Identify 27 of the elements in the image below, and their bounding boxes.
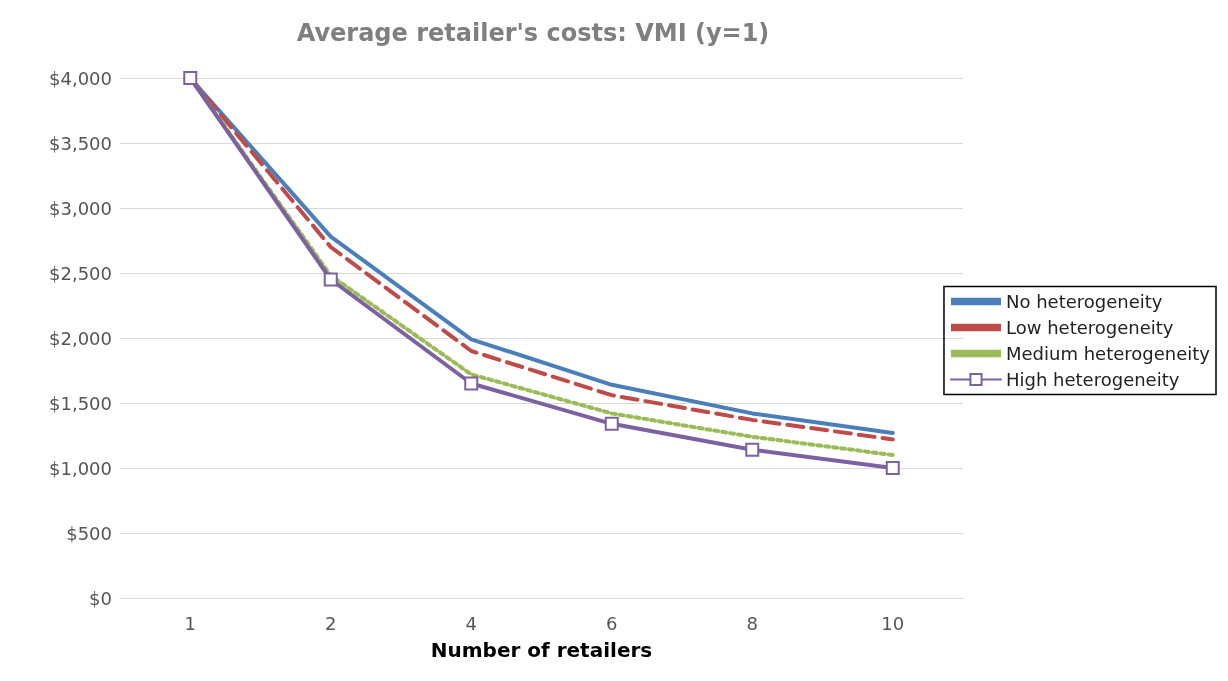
x-tick-label: 1 [184,612,196,634]
y-tick-label: $500 [66,522,112,544]
x-tick-label: 8 [746,612,758,634]
y-tick-label: $3,000 [49,197,112,219]
y-tick-label: $4,000 [49,67,112,89]
x-tick-label: 10 [881,612,905,634]
point [183,71,198,85]
y-tick-label: $3,500 [49,132,112,154]
chart-title: Average retailer's costs: VMI (y=1) [296,19,770,47]
point [604,416,619,431]
legend-label: High heterogeneity [1005,369,1180,390]
legend-label: No heterogeneity [1005,291,1163,312]
y-tick-label: $1,000 [49,457,112,479]
legend-label: Medium heterogeneity [1005,343,1211,364]
y-tick-label: $2,000 [49,327,112,349]
x-tick-label: 2 [325,612,337,634]
point [323,272,338,287]
legend-label: Low heterogeneity [1005,317,1174,338]
point [885,461,900,475]
y-tick-label: $2,500 [49,262,112,284]
y-tick-label: $1,500 [49,392,112,414]
x-tick-label: 6 [606,612,618,634]
y-tick-label: $0 [89,587,112,609]
point [464,376,479,391]
x-tick-label: 4 [465,612,477,634]
point [745,442,760,457]
x-axis-title: Number of retailers [430,638,653,662]
